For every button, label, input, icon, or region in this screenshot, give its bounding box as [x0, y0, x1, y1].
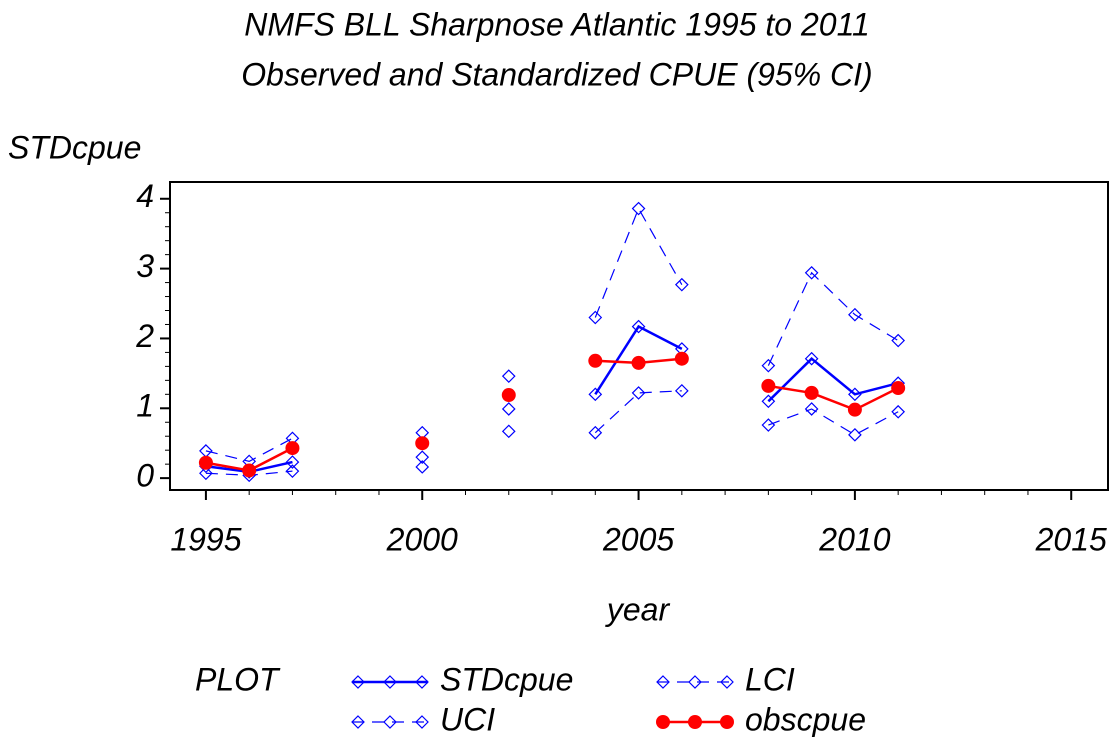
- y-axis-label: STDcpue: [8, 129, 141, 165]
- series-line: [205, 390, 899, 476]
- point: [631, 201, 646, 216]
- point: [891, 381, 906, 396]
- point: [631, 319, 646, 334]
- point: [891, 333, 906, 348]
- point: [501, 424, 516, 439]
- point: [285, 464, 300, 478]
- legend-marker: [656, 715, 670, 729]
- point: [242, 463, 257, 478]
- y-tick-label: 1: [136, 388, 154, 424]
- legend-label: UCI: [440, 701, 495, 737]
- point: [804, 385, 819, 400]
- legend-marker: [383, 715, 397, 729]
- point: [415, 436, 430, 451]
- point: [501, 388, 516, 403]
- point: [847, 402, 862, 417]
- legend-marker: [415, 675, 429, 689]
- legend-label: STDcpue: [440, 661, 573, 697]
- point: [631, 355, 646, 370]
- legend-label: obscpue: [745, 701, 866, 737]
- chart-subtitle: Observed and Standardized CPUE (95% CI): [241, 56, 872, 92]
- point: [761, 418, 776, 432]
- point: [848, 387, 862, 402]
- legend-title: PLOT: [195, 661, 281, 697]
- point: [674, 351, 689, 366]
- x-tick-label: 2010: [818, 521, 890, 557]
- legend-marker: [415, 715, 429, 729]
- point: [761, 358, 776, 373]
- point: [761, 394, 776, 409]
- point: [199, 466, 213, 481]
- point: [588, 310, 603, 325]
- series-line: [205, 324, 899, 474]
- point: [415, 450, 430, 465]
- point: [804, 351, 819, 366]
- x-tick-label: 2015: [1035, 521, 1107, 557]
- point: [198, 455, 213, 470]
- point: [501, 369, 516, 384]
- point: [891, 404, 906, 419]
- point: [588, 425, 603, 440]
- point: [588, 387, 603, 402]
- plot-frame: [169, 181, 1109, 491]
- legend-marker: [688, 715, 702, 729]
- point: [674, 277, 689, 292]
- point: [631, 386, 646, 400]
- point: [804, 265, 819, 280]
- legend-marker: [383, 675, 397, 689]
- point: [501, 402, 516, 416]
- y-tick-label: 4: [136, 178, 154, 214]
- legend-marker: [351, 675, 365, 689]
- legend-marker: [688, 675, 702, 689]
- series-line: [205, 207, 899, 463]
- y-tick-label: 2: [135, 318, 154, 354]
- point: [415, 460, 430, 474]
- legend-marker: [720, 715, 734, 729]
- chart-title: NMFS BLL Sharpnose Atlantic 1995 to 2011: [244, 6, 870, 42]
- point: [674, 383, 689, 398]
- point: [285, 441, 300, 456]
- legend-marker: [351, 715, 365, 729]
- x-tick-label: 1995: [170, 521, 241, 557]
- y-tick-label: 3: [136, 248, 154, 284]
- point: [848, 427, 862, 442]
- legend-marker: [720, 675, 734, 689]
- x-tick-label: 2000: [386, 521, 458, 557]
- legend-marker: [656, 675, 670, 689]
- legend-label: LCI: [745, 661, 795, 697]
- x-tick-label: 2005: [602, 521, 674, 557]
- point: [761, 378, 776, 393]
- x-axis-label: year: [605, 591, 671, 627]
- y-tick-label: 0: [136, 458, 154, 494]
- point: [848, 307, 862, 322]
- point: [588, 353, 603, 368]
- point: [804, 402, 819, 416]
- point: [285, 455, 300, 469]
